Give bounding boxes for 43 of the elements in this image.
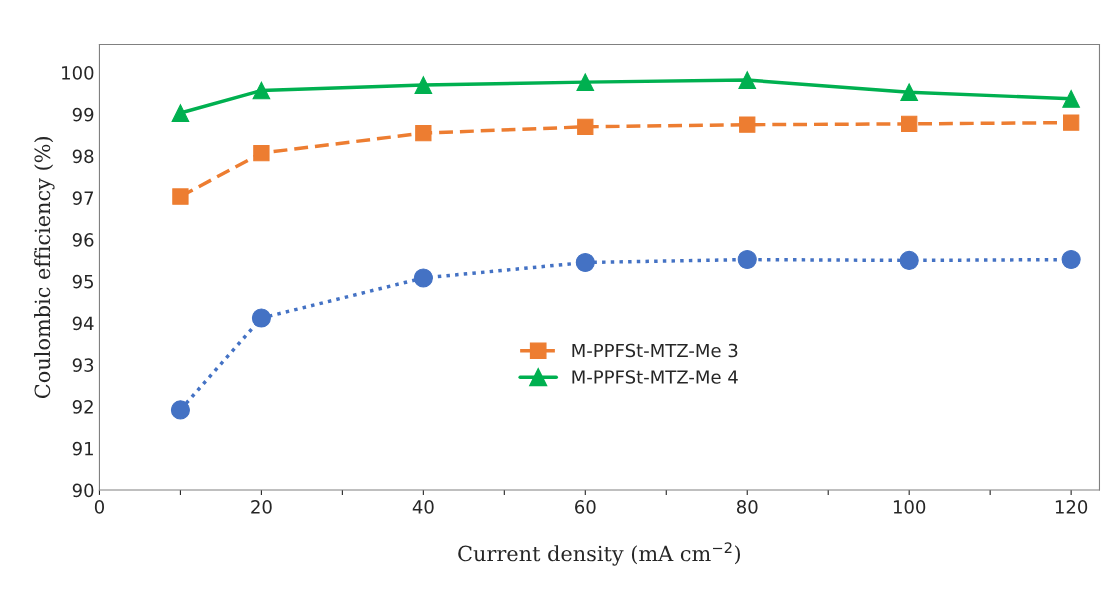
point — [251, 308, 271, 328]
point — [1062, 89, 1080, 108]
point — [1061, 250, 1081, 270]
x-tick-label: 100 — [893, 500, 926, 514]
x-tick-label: 80 — [736, 500, 758, 514]
point — [576, 73, 595, 91]
y-tick-label: 96 — [72, 232, 94, 247]
y-tick-label: 92 — [72, 400, 93, 414]
y-tick-label: 98 — [72, 149, 94, 164]
x-axis-title: Current density (mA cm$^{−2}$) — [458, 542, 741, 566]
point — [413, 268, 433, 288]
x-tick-label: 40 — [412, 500, 434, 514]
point — [414, 76, 433, 94]
point — [252, 81, 271, 100]
point — [737, 250, 757, 270]
point — [172, 188, 189, 205]
point — [575, 252, 595, 273]
point — [738, 71, 757, 89]
y-tick-label: 99 — [72, 107, 94, 122]
y-axis-title: Coulombic efficiency (%) — [34, 137, 55, 399]
y-tick-label: 90 — [72, 483, 94, 498]
y-tick-label: 100 — [62, 65, 94, 80]
point — [900, 83, 919, 101]
point — [899, 250, 919, 270]
y-tick-label: 91 — [72, 441, 93, 456]
point — [170, 400, 190, 420]
x-tick-label: 120 — [1055, 500, 1088, 514]
point — [171, 104, 190, 122]
point — [415, 124, 432, 142]
y-tick-label: 95 — [72, 274, 94, 289]
legend-label: M-PPFSt-MTZ-Me 3 — [572, 343, 738, 358]
y-tick-label: 94 — [72, 316, 94, 331]
point — [253, 144, 270, 162]
point — [739, 116, 756, 133]
x-tick-label: 60 — [575, 500, 596, 514]
y-tick-label: 93 — [72, 358, 94, 372]
point — [901, 115, 918, 133]
legend-label: M-PPFSt-MTZ-Me 4 — [572, 370, 738, 384]
x-tick-label: 0 — [94, 500, 104, 514]
y-tick-label: 97 — [72, 191, 94, 205]
x-tick-label: 20 — [251, 500, 272, 514]
point — [577, 118, 594, 135]
point — [1062, 114, 1080, 131]
